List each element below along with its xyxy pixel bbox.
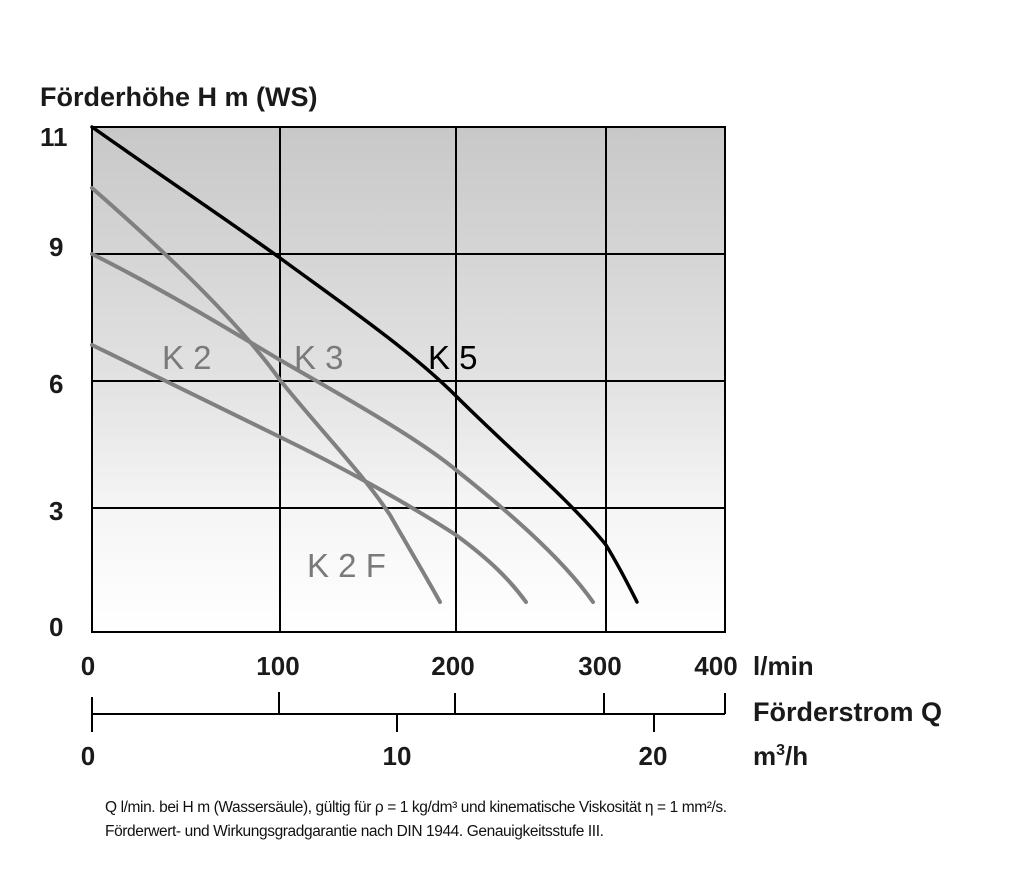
m3h-tick-0: 0 [81,741,95,771]
y-tick-3: 3 [49,496,63,526]
x-unit-m3h: m3/h [753,741,808,771]
footnote-line-1: Q l/min. bei H m (Wassersäule), gültig f… [105,799,727,816]
curve-k2f [90,186,442,604]
x-unit-lmin: l/min [753,651,814,681]
secondary-axis [91,692,726,732]
plot-area [92,127,725,632]
curve-k2 [90,343,528,604]
y-axis-ticks: 11 9 6 3 0 [40,122,68,642]
y-axis-title: Förderhöhe H m (WS) [40,82,318,112]
y-tick-6: 6 [49,369,63,399]
y-tick-9: 9 [49,232,63,262]
curve-k3 [90,252,595,604]
x-tick-200: 200 [431,651,474,681]
m3h-tick-10: 10 [383,741,412,771]
y-tick-11: 11 [40,122,68,152]
footnote: Q l/min. bei H m (Wassersäule), gültig f… [105,796,727,844]
curve-label-k2: K 2 [162,339,212,376]
x-tick-100: 100 [256,651,299,681]
curve-label-k5: K 5 [428,339,478,376]
curve-label-k2f: K 2 F [307,547,386,584]
curve-label-k3: K 3 [294,339,344,376]
x-tick-300: 300 [578,651,621,681]
x-tick-400: 400 [694,651,737,681]
curve-k5 [90,125,639,604]
x-tick-0: 0 [81,651,95,681]
plot-frame [91,126,726,633]
x-axis-ticks-lmin: 0 100 200 300 400 [81,651,738,681]
footnote-line-2: Förderwert- und Wirkungsgradgarantie nac… [105,823,604,840]
y-tick-0: 0 [49,612,63,642]
m3h-tick-20: 20 [639,741,668,771]
x-axis-title: Förderstrom Q [753,697,942,727]
x-axis-ticks-m3h: 0 10 20 [81,741,668,771]
